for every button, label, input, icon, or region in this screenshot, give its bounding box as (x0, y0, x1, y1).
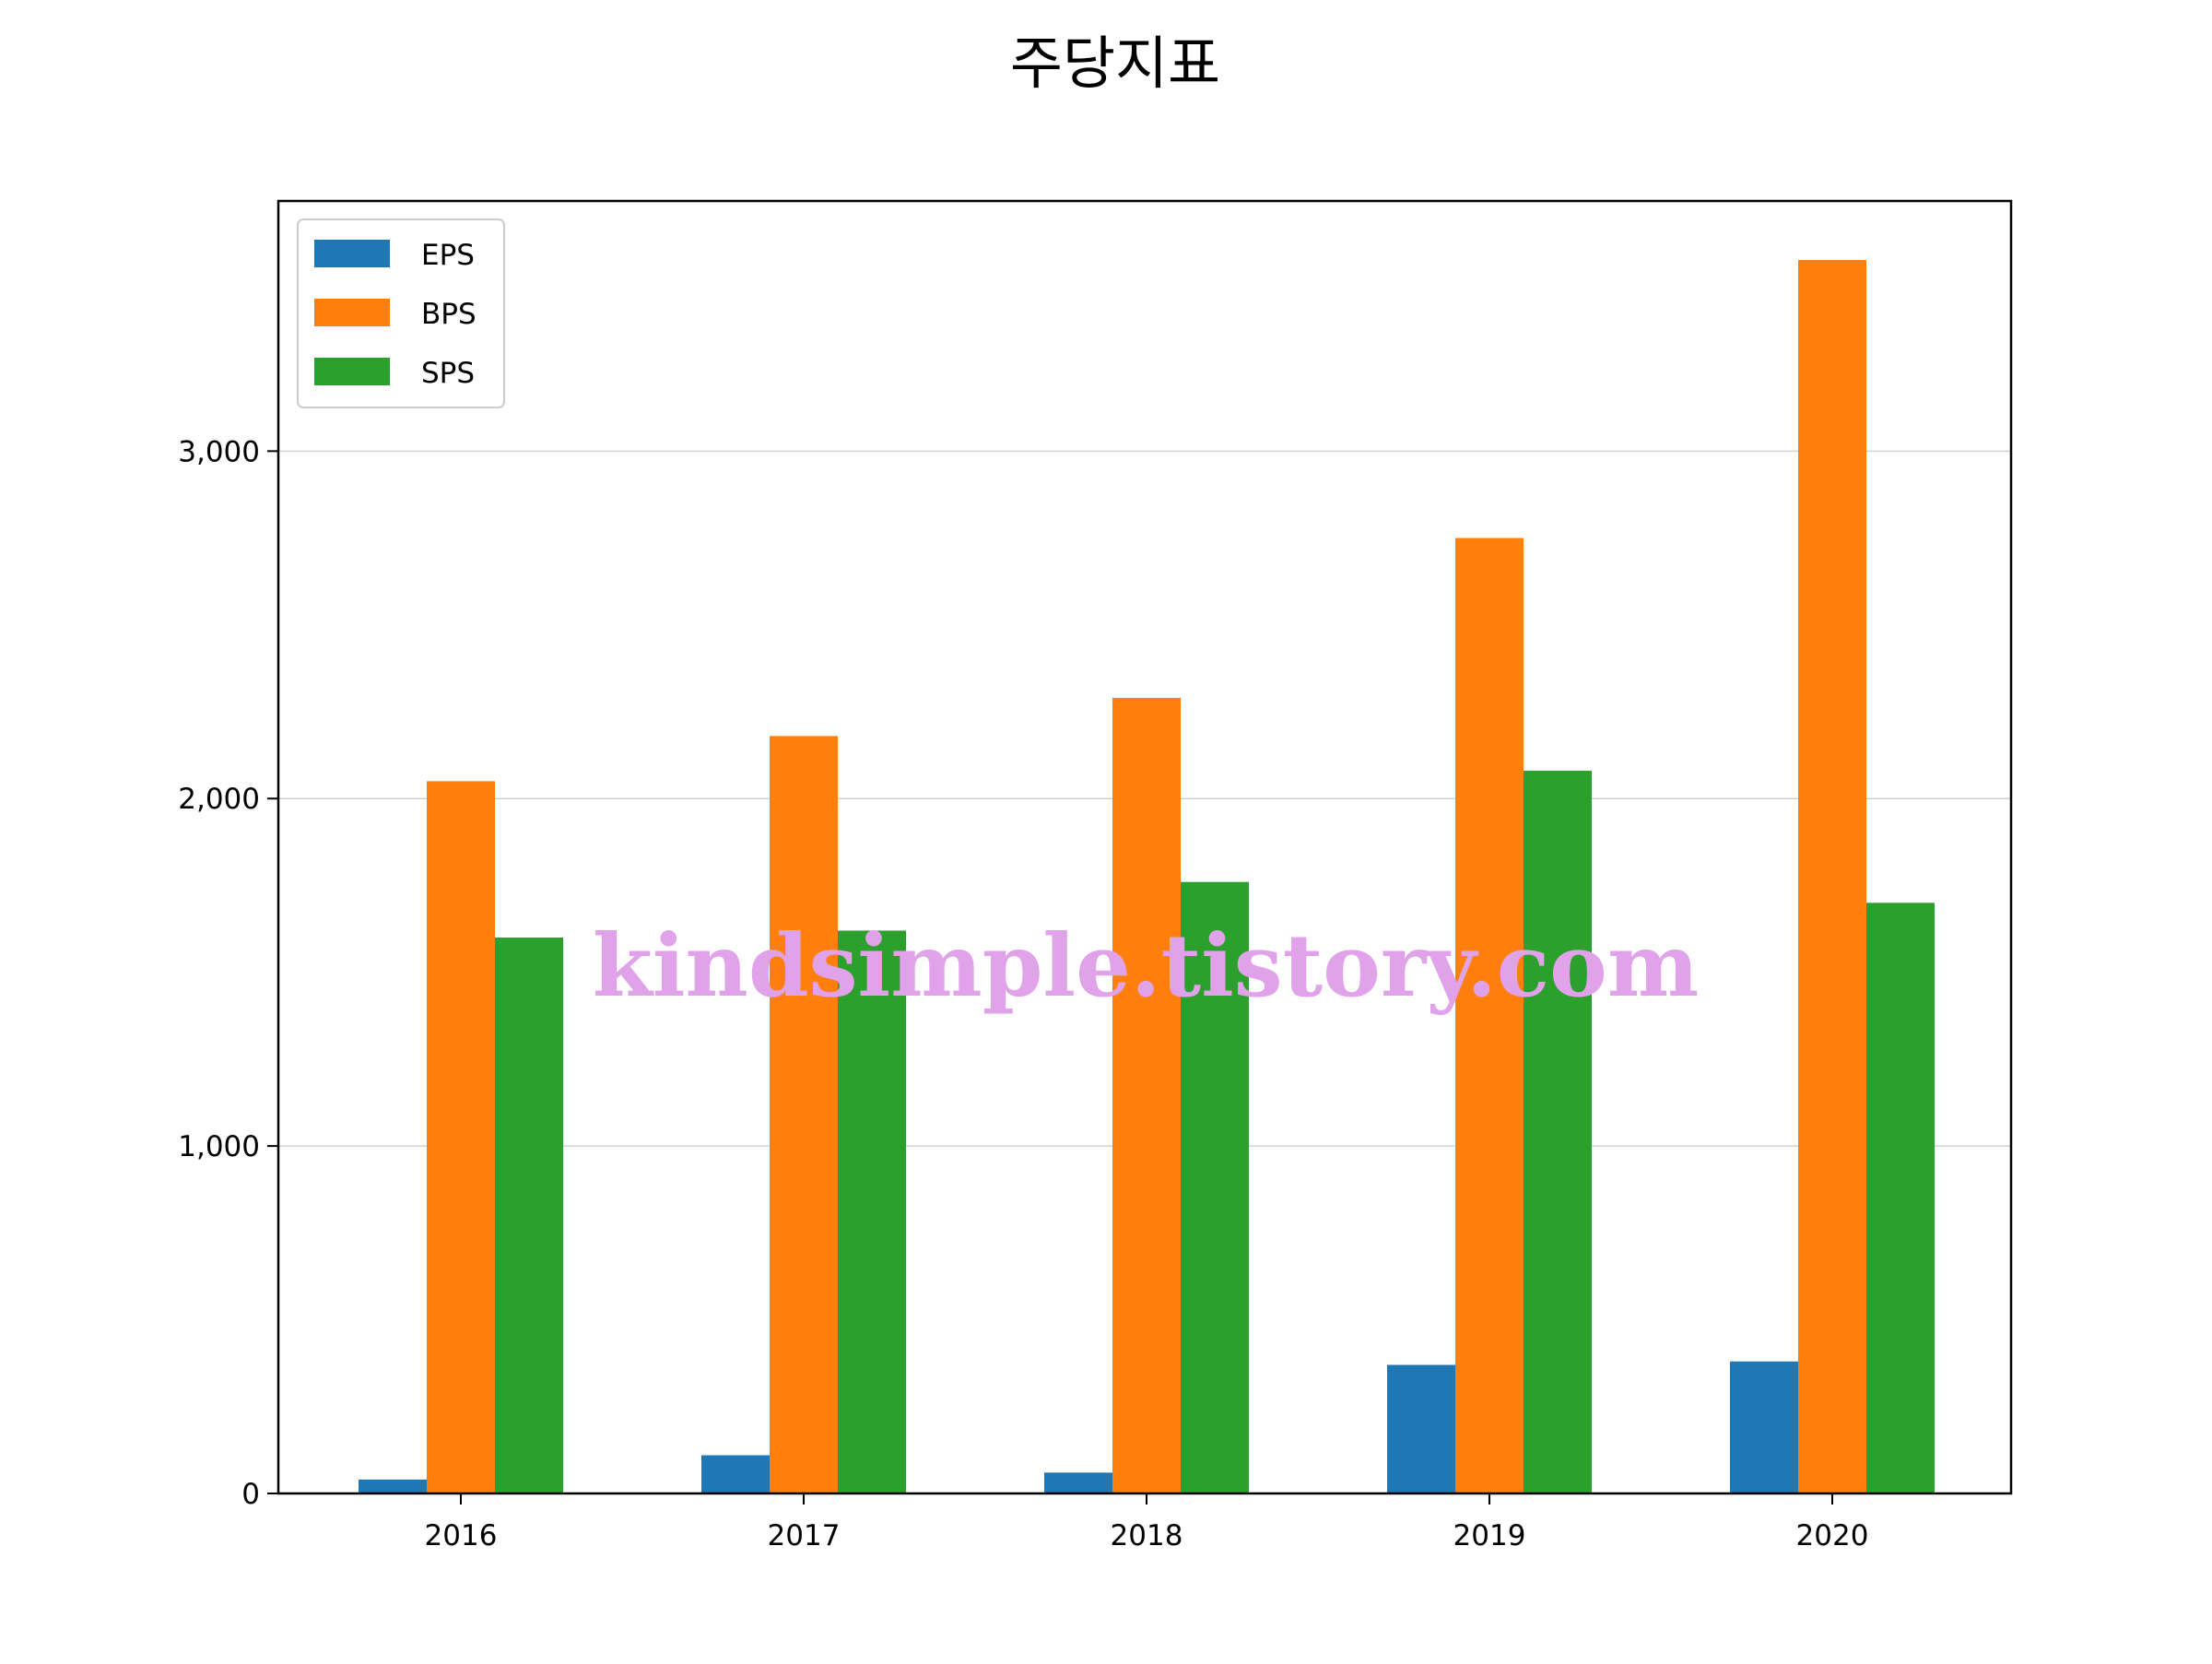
bar-eps-2018 (1044, 1472, 1112, 1493)
legend-swatch-bps (314, 299, 390, 326)
bar-sps-2017 (838, 930, 906, 1493)
bar-eps-2017 (701, 1455, 770, 1493)
bar-sps-2020 (1866, 903, 1935, 1493)
chart-title: 주당지표 (1010, 30, 1220, 97)
bar-sps-2018 (1181, 881, 1249, 1493)
y-tick-label: 0 (241, 1478, 260, 1511)
legend-label-eps: EPS (421, 239, 475, 272)
x-tick-label: 2017 (768, 1519, 841, 1552)
legend-label-bps: BPS (421, 298, 477, 331)
x-tick-label: 2018 (1111, 1519, 1183, 1552)
legend-swatch-eps (314, 240, 390, 267)
bar-bps-2020 (1798, 260, 1866, 1494)
x-tick-label: 2016 (425, 1519, 498, 1552)
legend-label-sps: SPS (421, 357, 475, 390)
axis-ticks: 0 1,000 2,000 3,000 2016 2017 2018 2019 2020 (178, 435, 1868, 1552)
bar-bps-2016 (427, 781, 495, 1493)
y-tick-label: 1,000 (178, 1130, 260, 1163)
x-tick-label: 2019 (1453, 1519, 1526, 1552)
bar-sps-2016 (495, 937, 563, 1493)
bar-sps-2019 (1524, 771, 1592, 1493)
legend: EPS BPS SPS (297, 218, 505, 408)
bar-bps-2018 (1112, 697, 1181, 1493)
watermark-text: kindsimple.tistory.com (593, 915, 1700, 1017)
bar-bps-2017 (770, 736, 838, 1493)
bar-bps-2019 (1455, 537, 1524, 1494)
bar-eps-2019 (1387, 1364, 1455, 1493)
plot-frame (276, 199, 2013, 1495)
legend-swatch-sps (314, 358, 390, 385)
x-tick-label: 2020 (1796, 1519, 1869, 1552)
bars (359, 260, 1935, 1494)
bar-eps-2016 (359, 1479, 427, 1493)
bar-eps-2020 (1730, 1361, 1798, 1493)
y-tick-label: 3,000 (178, 435, 260, 468)
y-tick-label: 2,000 (178, 783, 260, 816)
